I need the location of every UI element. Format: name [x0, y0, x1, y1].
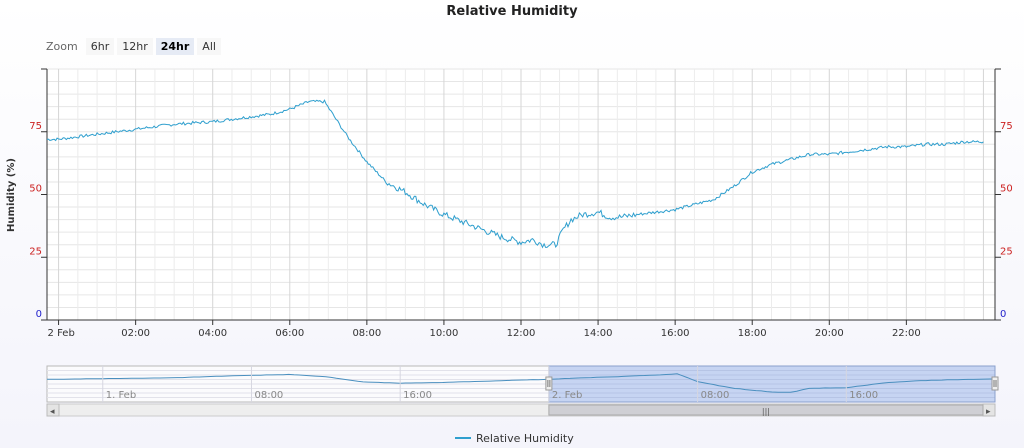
scrollbar-thumb[interactable]: [548, 404, 984, 416]
legend-item-relative-humidity[interactable]: Relative Humidity: [476, 432, 574, 445]
zoom-all-button[interactable]: All: [197, 38, 221, 55]
scroll-right-arrow-icon: ▸: [986, 407, 991, 417]
navigator-tick-label: 16:00: [403, 390, 432, 401]
navigator-tick-label: 08:00: [701, 390, 730, 401]
chart-title: Relative Humidity: [446, 4, 578, 19]
navigator-tick-label: 16:00: [849, 390, 878, 401]
x-tick-label: 16:00: [661, 328, 690, 339]
y-tick-label-left: 75: [29, 121, 42, 132]
x-tick-label: 14:00: [584, 328, 613, 339]
y-axis-title: Humidity (%): [6, 158, 17, 232]
y-tick-label-left: 25: [29, 246, 42, 257]
y-tick-label-right: 50: [1000, 184, 1013, 195]
x-tick-label: 2 Feb: [48, 328, 75, 339]
x-tick-label: 08:00: [352, 328, 381, 339]
x-tick-label: 12:00: [507, 328, 536, 339]
navigator-selection[interactable]: [548, 365, 996, 403]
zoom-label: Zoom: [46, 40, 78, 53]
navigator-tick-label: 1. Feb: [106, 390, 136, 401]
zoom-12hr-button[interactable]: 12hr: [117, 38, 153, 55]
scrollbar-left-button[interactable]: [46, 403, 60, 417]
x-tick-label: 22:00: [892, 328, 921, 339]
zoom-24hr-button[interactable]: 24hr: [155, 38, 195, 55]
scroll-left-arrow-icon: ◂: [50, 407, 55, 417]
navigator-tick-label: 2. Feb: [552, 390, 582, 401]
x-tick-label: 20:00: [815, 328, 844, 339]
y-tick-label-right: 75: [1000, 121, 1013, 132]
x-tick-label: 10:00: [430, 328, 459, 339]
y-tick-label-left: 50: [29, 184, 42, 195]
navigator-left-handle[interactable]: [545, 376, 553, 391]
y-tick-label-right: 0: [1000, 309, 1006, 320]
series-line-relative-humidity[interactable]: [46, 99, 984, 249]
zoom-6hr-button[interactable]: 6hr: [85, 38, 115, 55]
y-tick-label-right: 25: [1000, 246, 1013, 257]
y-tick-label-left: 0: [36, 309, 42, 320]
zoom-selector: Zoom 6hr 12hr 24hr All: [46, 38, 224, 55]
x-tick-label: 18:00: [738, 328, 767, 339]
x-tick-label: 04:00: [198, 328, 227, 339]
navigator-series-line: [46, 373, 995, 393]
x-tick-label: 06:00: [275, 328, 304, 339]
x-tick-label: 02:00: [121, 328, 150, 339]
navigator-right-handle[interactable]: [991, 376, 999, 391]
navigator-tick-label: 08:00: [254, 390, 283, 401]
scrollbar-grip-icon: |||: [762, 407, 770, 416]
